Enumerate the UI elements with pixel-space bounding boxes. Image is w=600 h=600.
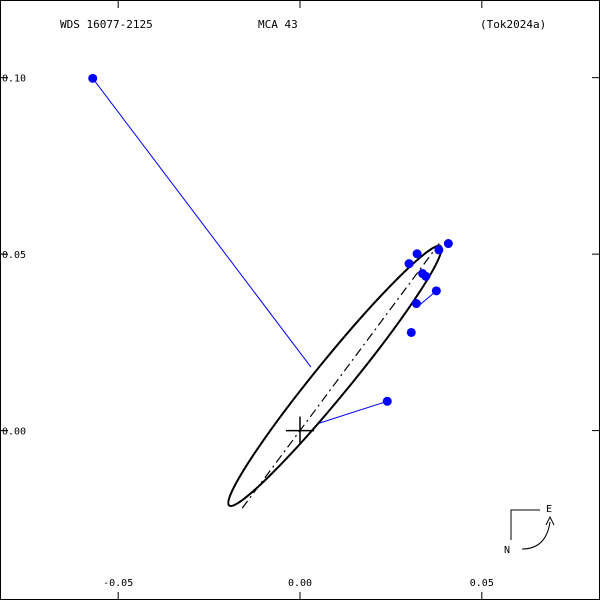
observation-point [88, 73, 98, 83]
primary-star-marker [286, 416, 314, 445]
compass-rotation-arrow [521, 521, 551, 550]
observation-point [431, 286, 441, 296]
compass-east-label: E [546, 504, 552, 515]
observation-point [421, 271, 431, 281]
observation-point [412, 249, 422, 259]
y-tick-label: 0.10 [2, 74, 26, 85]
orbit-reference: (Tok2024a) [480, 18, 546, 31]
compass-north-label: N [504, 545, 510, 556]
y-tick-label: 0.00 [2, 427, 26, 438]
observation-point [434, 245, 444, 255]
x-tick-labels: -0.05 0.00 0.05 [103, 578, 494, 589]
residual-line [92, 78, 312, 368]
compass-north-arm [510, 509, 540, 540]
residual-line [318, 400, 388, 425]
discoverer-code: MCA 43 [258, 18, 298, 31]
y-tick-labels: 0.10 0.05 0.00 [2, 74, 26, 438]
wds-designation: WDS 16077-2125 [60, 18, 153, 31]
line-of-nodes [241, 243, 440, 509]
observation-point [404, 259, 414, 269]
observation-point [406, 327, 416, 337]
compass-arrow-head [545, 515, 555, 526]
observation-points [88, 73, 453, 406]
x-tick-label: -0.05 [103, 578, 133, 589]
observation-point [443, 239, 453, 249]
observation-point [411, 299, 421, 309]
observation-point [382, 396, 392, 406]
compass: N E [504, 504, 555, 556]
y-tick-label: 0.05 [2, 250, 26, 261]
x-tick-label: 0.05 [470, 578, 494, 589]
x-tick-label: 0.00 [288, 578, 312, 589]
